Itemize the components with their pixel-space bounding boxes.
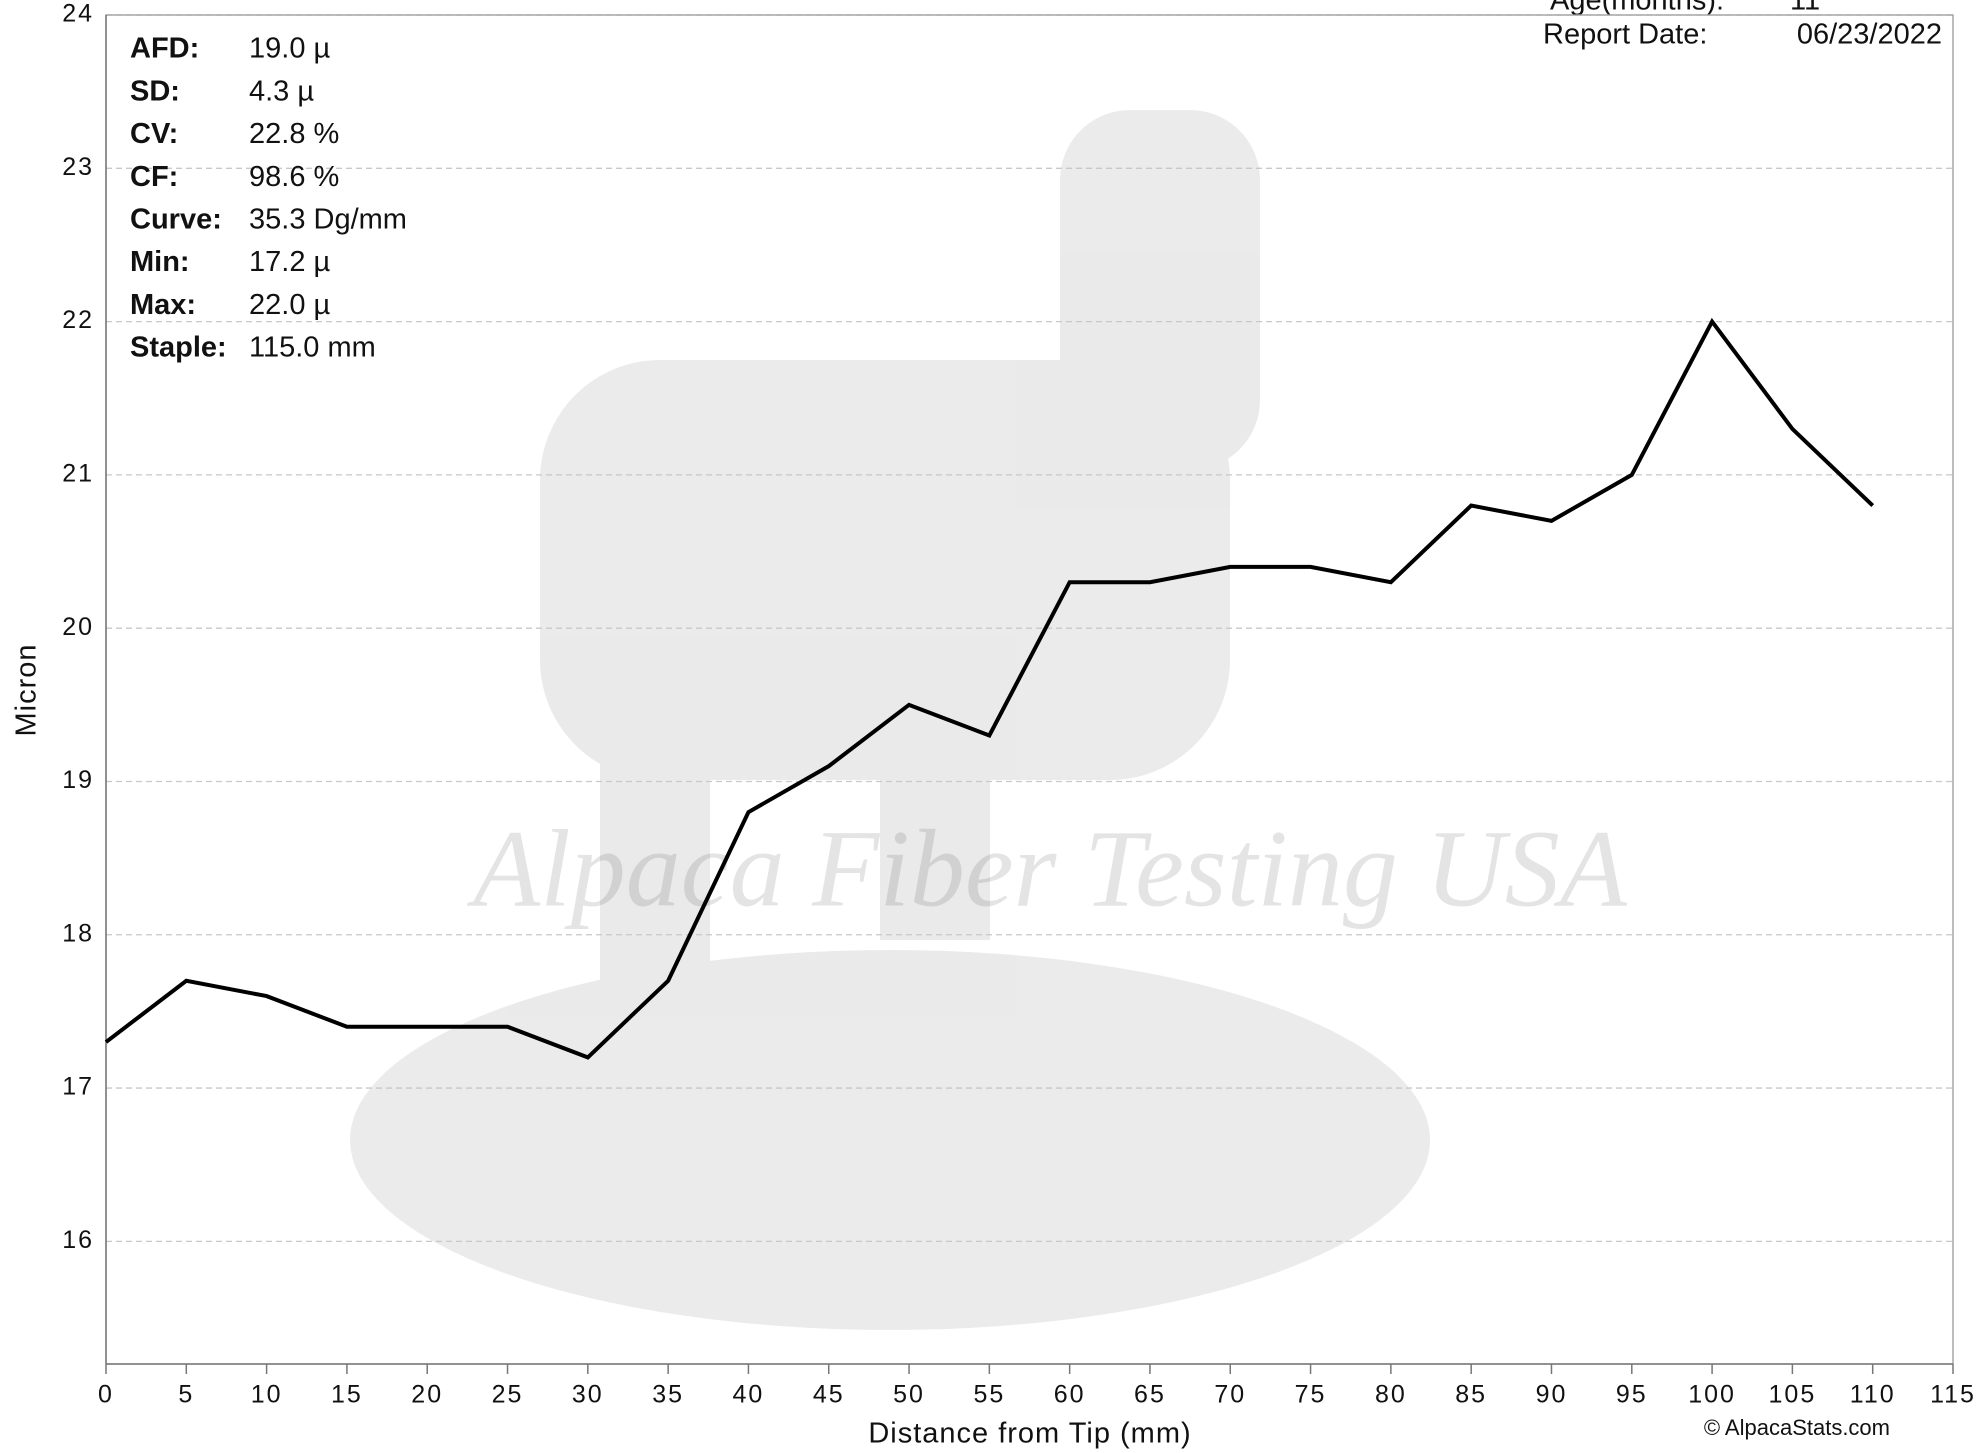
y-tick-label: 24 xyxy=(62,0,94,28)
x-tick-label: 75 xyxy=(1295,1381,1327,1409)
x-tick-label: 5 xyxy=(178,1381,194,1409)
stat-label: Max: xyxy=(130,289,196,321)
watermark-figure xyxy=(350,110,1430,1330)
y-tick-label: 18 xyxy=(62,919,94,947)
x-tick-label: 25 xyxy=(492,1381,524,1409)
report-value: 06/23/2022 xyxy=(1797,19,1942,51)
report-label: Age(months): xyxy=(1550,0,1724,17)
x-tick-label: 70 xyxy=(1214,1381,1246,1409)
x-tick-label: 90 xyxy=(1536,1381,1568,1409)
stat-value: 19.0 µ xyxy=(249,33,330,65)
x-tick-label: 100 xyxy=(1688,1381,1736,1409)
copyright: © AlpacaStats.com xyxy=(1704,1415,1890,1440)
report-label: Report Date: xyxy=(1543,19,1707,51)
x-tick-label: 15 xyxy=(331,1381,363,1409)
y-tick-label: 19 xyxy=(62,766,94,794)
report-value: 11 xyxy=(1790,0,1820,17)
x-tick-label: 20 xyxy=(411,1381,443,1409)
stat-value: 4.3 µ xyxy=(249,75,314,107)
watermark-text: Alpaca Fiber Testing USA xyxy=(466,807,1628,929)
stat-value: 35.3 Dg/mm xyxy=(249,203,407,235)
stat-label: Curve: xyxy=(130,203,222,235)
stat-value: 115.0 mm xyxy=(249,332,376,364)
data-line xyxy=(104,317,1875,1060)
x-tick-label: 110 xyxy=(1850,1381,1896,1409)
stat-label: Min: xyxy=(130,246,190,278)
stat-value: 22.8 % xyxy=(249,118,339,150)
x-axis-title: Distance from Tip (mm) xyxy=(868,1418,1191,1450)
x-tick-label: 105 xyxy=(1769,1381,1817,1409)
y-tick-label: 23 xyxy=(62,153,94,181)
y-axis-title: Micron xyxy=(11,643,43,736)
stat-label: CF: xyxy=(130,161,178,193)
stat-label: AFD: xyxy=(130,33,199,65)
x-tick-label: 55 xyxy=(973,1381,1005,1409)
x-tick-label: 10 xyxy=(251,1381,283,1409)
y-tick-label: 16 xyxy=(62,1226,94,1254)
x-tick-label: 80 xyxy=(1375,1381,1407,1409)
x-tick-label: 115 xyxy=(1930,1381,1976,1409)
stat-value: 98.6 % xyxy=(249,161,339,193)
x-tick-label: 30 xyxy=(572,1381,604,1409)
y-tick-label: 20 xyxy=(62,613,94,641)
x-tick-label: 65 xyxy=(1134,1381,1166,1409)
y-tick-label: 21 xyxy=(62,459,94,487)
y-tick-label: 22 xyxy=(62,306,94,334)
x-tick-label: 50 xyxy=(893,1381,925,1409)
stat-label: SD: xyxy=(130,75,180,107)
stat-label: CV: xyxy=(130,118,178,150)
stat-value: 17.2 µ xyxy=(249,246,330,278)
stat-value: 22.0 µ xyxy=(249,289,330,321)
stat-label: Staple: xyxy=(130,332,227,364)
x-tick-label: 45 xyxy=(813,1381,845,1409)
y-tick-label: 17 xyxy=(62,1073,94,1101)
x-tick-label: 60 xyxy=(1054,1381,1086,1409)
x-tick-label: 95 xyxy=(1616,1381,1648,1409)
x-tick-label: 40 xyxy=(733,1381,765,1409)
x-tick-label: 85 xyxy=(1455,1381,1487,1409)
x-tick-label: 0 xyxy=(98,1381,114,1409)
x-tick-label: 35 xyxy=(652,1381,684,1409)
